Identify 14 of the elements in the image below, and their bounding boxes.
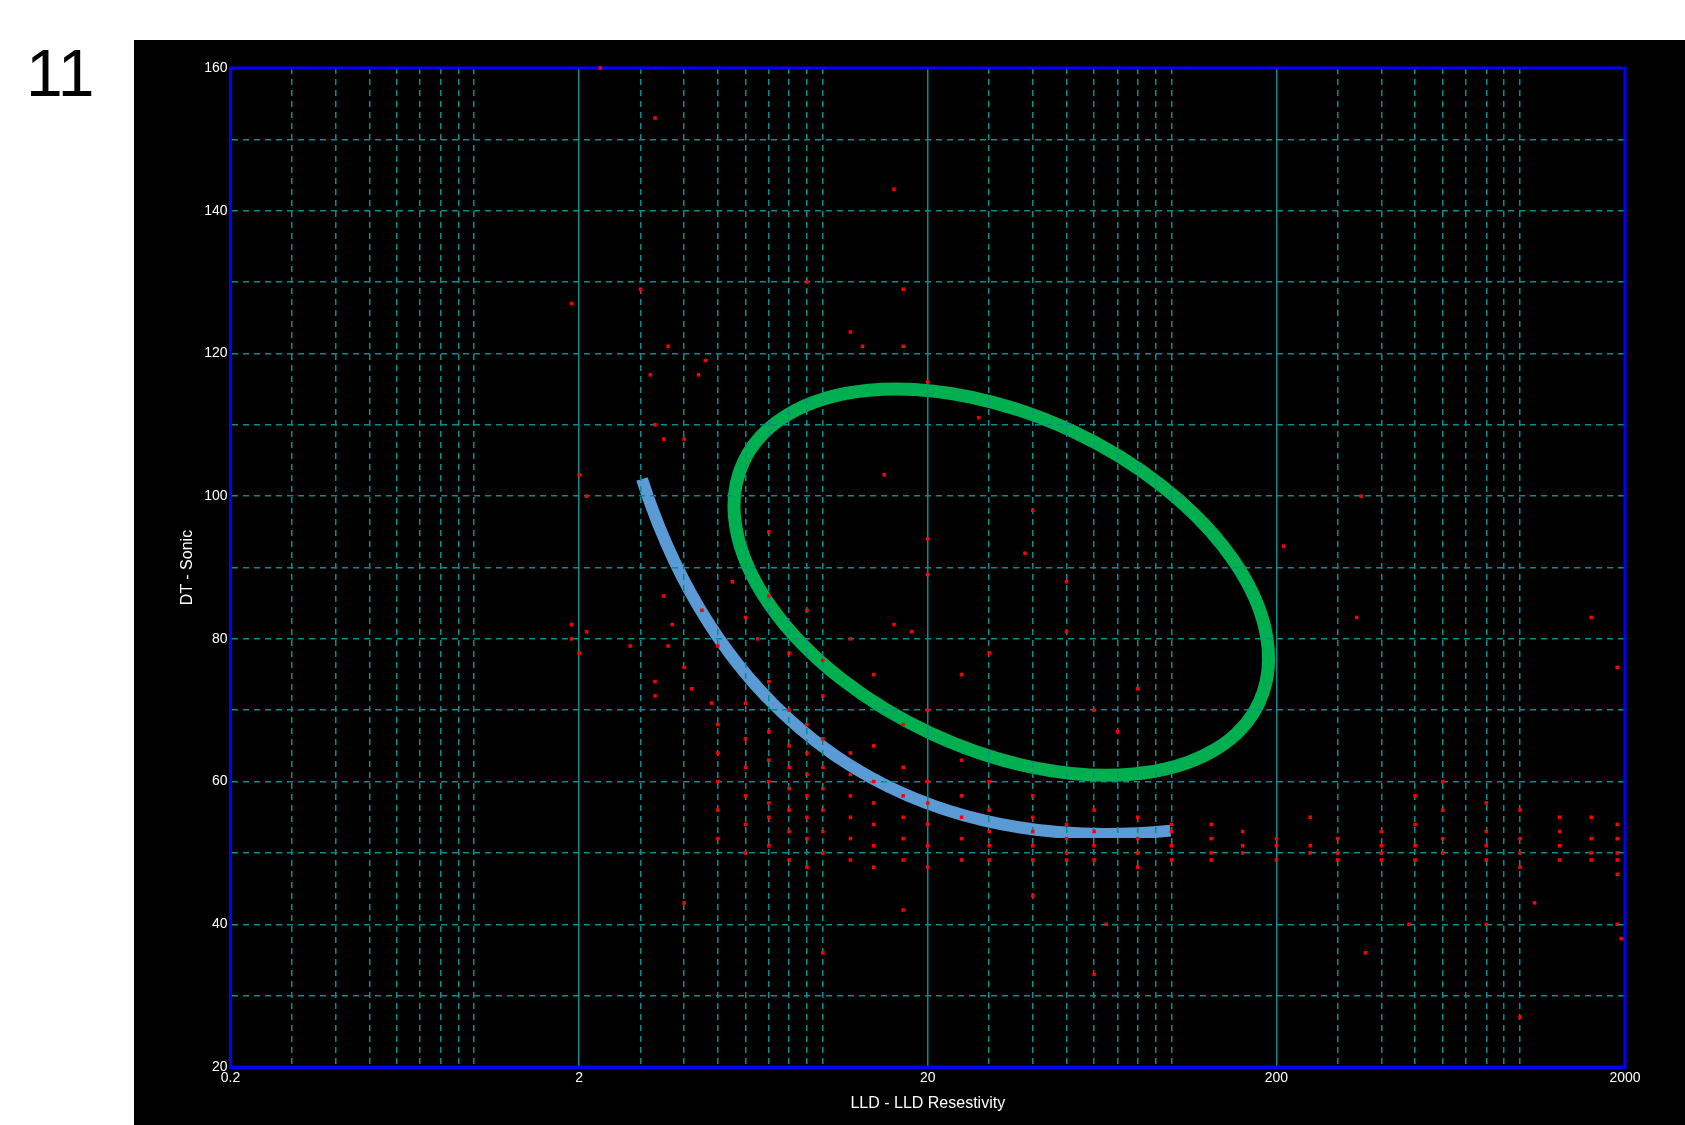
x-tick-label: 200 [1264,1069,1289,1086]
y-tick-label: 120 [204,344,228,361]
x-axis-title: LLD - LLD Resestivity [850,1093,1006,1111]
x-tick-label: 2000 [1609,1069,1641,1086]
y-tick-label: 160 [204,58,228,75]
x-tick-label: 20 [919,1069,936,1086]
text: 11 [26,36,95,110]
y-tick-label: 80 [211,629,228,646]
y-tick-label: 40 [211,915,228,932]
y-tick-label: 100 [204,487,228,503]
x-tick-label: 2 [575,1069,584,1086]
y-tick-label: 60 [211,772,228,789]
y-tick-label: 140 [204,201,228,218]
y-axis-title: DT - Sonic [178,529,196,606]
